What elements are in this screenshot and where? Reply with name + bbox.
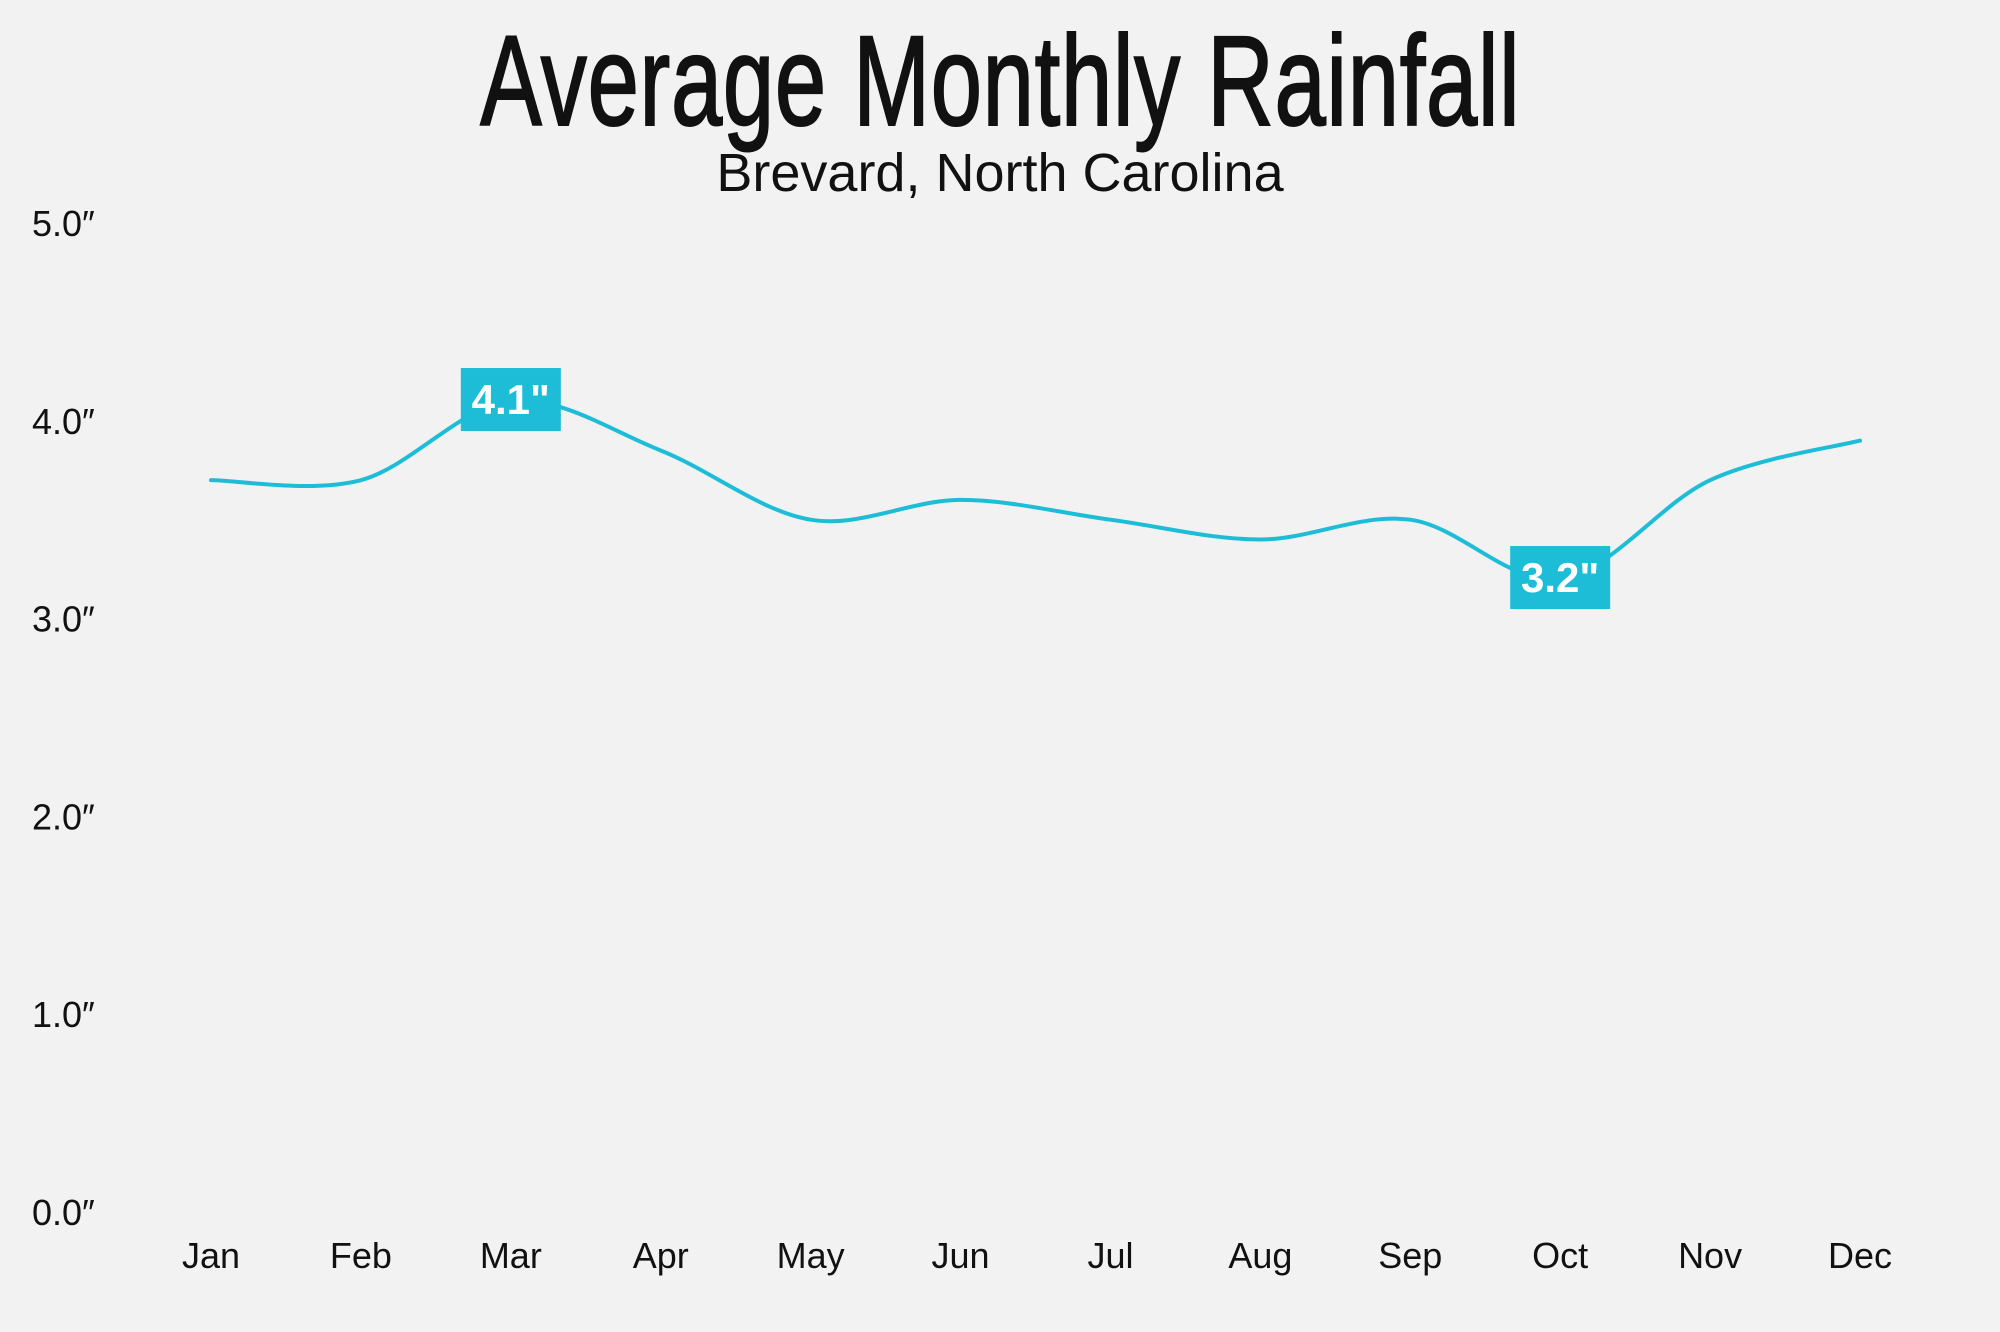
x-tick-label: Nov bbox=[1678, 1235, 1742, 1276]
y-tick-label: 1.0″ bbox=[32, 994, 95, 1035]
y-tick-label: 4.0″ bbox=[32, 401, 95, 442]
y-tick-label: 3.0″ bbox=[32, 599, 95, 640]
x-tick-label: Aug bbox=[1228, 1235, 1292, 1276]
x-tick-label: Mar bbox=[480, 1235, 542, 1276]
data-label: 3.2" bbox=[1521, 554, 1599, 601]
x-tick-label: Apr bbox=[633, 1235, 689, 1276]
y-tick-label: 2.0″ bbox=[32, 796, 95, 837]
y-tick-label: 5.0″ bbox=[32, 203, 95, 244]
x-tick-label: May bbox=[777, 1235, 845, 1276]
x-tick-label: Feb bbox=[330, 1235, 392, 1276]
x-tick-label: Sep bbox=[1378, 1235, 1442, 1276]
y-tick-label: 0.0″ bbox=[32, 1192, 95, 1233]
data-label-box bbox=[460, 368, 561, 432]
x-tick-label: Oct bbox=[1532, 1235, 1588, 1276]
series-line bbox=[209, 398, 1862, 582]
x-tick-label: Jun bbox=[932, 1235, 990, 1276]
data-label: 4.1" bbox=[472, 376, 550, 423]
chart-title: Average Monthly Rainfall bbox=[0, 8, 2000, 155]
x-tick-label: Jul bbox=[1087, 1235, 1133, 1276]
data-label-box bbox=[1510, 546, 1611, 610]
chart-subtitle: Brevard, North Carolina bbox=[716, 143, 1284, 203]
x-tick-label: Dec bbox=[1828, 1235, 1892, 1276]
chart-title-text: Average Monthly Rainfall bbox=[479, 9, 1521, 154]
x-tick-label: Jan bbox=[182, 1235, 240, 1276]
